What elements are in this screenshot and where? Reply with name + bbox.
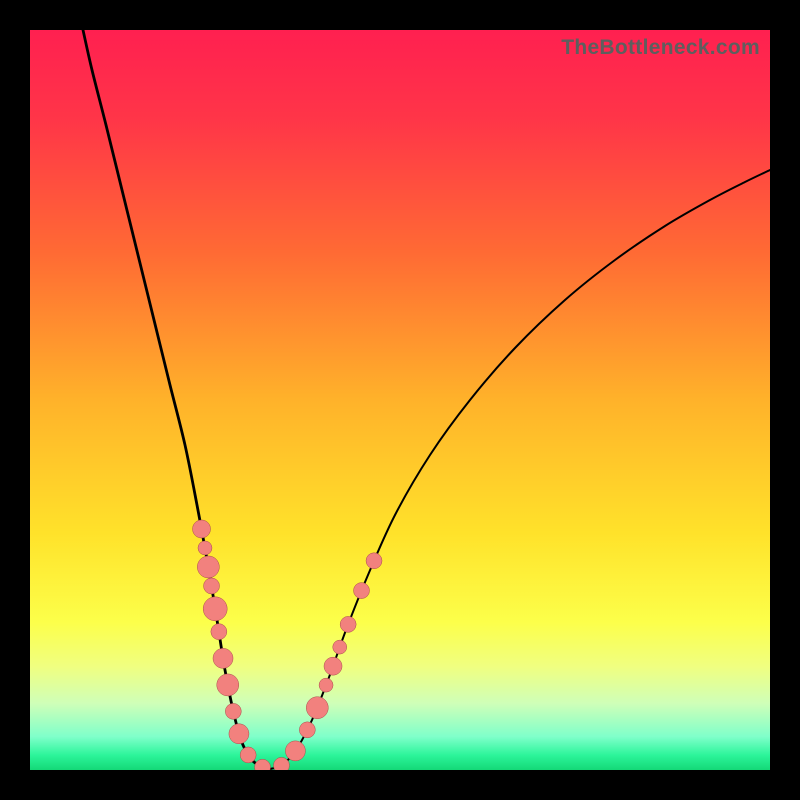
data-marker [229, 724, 249, 744]
data-marker [203, 597, 227, 621]
data-marker [197, 556, 219, 578]
data-marker [366, 553, 382, 569]
data-marker [306, 697, 328, 719]
plot-area: TheBottleneck.com [30, 30, 770, 770]
chart-frame: TheBottleneck.com [0, 0, 800, 800]
data-marker [240, 747, 256, 763]
data-marker [211, 624, 227, 640]
data-marker [225, 703, 241, 719]
data-marker [285, 741, 305, 761]
data-marker [213, 648, 233, 668]
bottleneck-curve-left [83, 30, 270, 769]
data-marker [198, 541, 212, 555]
data-marker [273, 757, 289, 770]
bottleneck-curve-right [270, 170, 770, 769]
curves-layer [30, 30, 770, 770]
data-marker [204, 578, 220, 594]
data-marker [340, 616, 356, 632]
data-marker [333, 640, 347, 654]
data-marker [217, 674, 239, 696]
data-marker [193, 520, 211, 538]
data-marker [255, 759, 271, 770]
watermark-text: TheBottleneck.com [561, 36, 760, 60]
data-marker [319, 678, 333, 692]
data-marker [299, 722, 315, 738]
data-marker [324, 657, 342, 675]
data-marker [354, 583, 370, 599]
